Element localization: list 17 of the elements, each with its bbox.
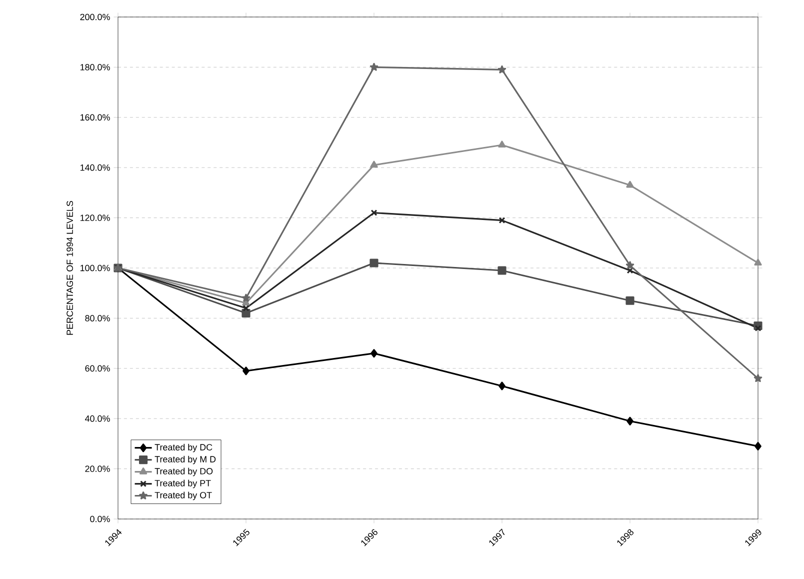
legend-label: Treated by OT — [154, 492, 212, 500]
legend-label: Treated by DO — [154, 468, 213, 476]
y-tick-label: 140.0% — [80, 164, 110, 171]
y-tick-label: 40.0% — [85, 415, 110, 422]
y-tick-label: 160.0% — [80, 114, 110, 121]
y-tick-label: 120.0% — [80, 214, 110, 221]
legend-label: Treated by DC — [154, 444, 212, 452]
y-tick-label: 20.0% — [85, 466, 110, 472]
y-axis-title: PERCENTAGE OF 1994 LEVELS — [66, 200, 73, 335]
y-tick-label: 200.0% — [80, 14, 110, 20]
legend-label: Treated by PT — [154, 480, 211, 488]
y-tick-label: 80.0% — [85, 315, 110, 322]
y-tick-label: 0.0% — [90, 516, 110, 522]
y-tick-label: 180.0% — [80, 64, 110, 70]
y-tick-label: 100.0% — [80, 264, 110, 272]
y-tick-label: 60.0% — [85, 365, 110, 372]
legend-label: Treated by M D — [154, 456, 216, 464]
